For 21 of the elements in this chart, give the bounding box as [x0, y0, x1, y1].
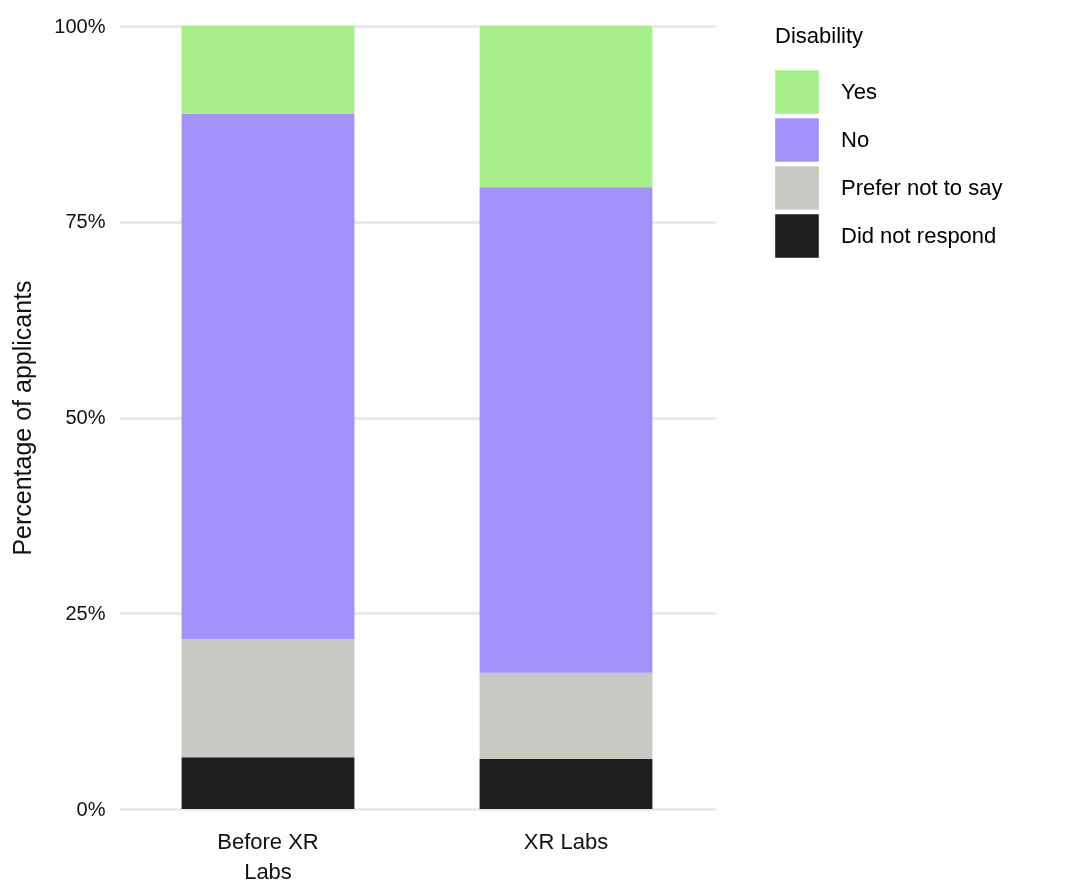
legend-label: Prefer not to say	[841, 175, 1003, 200]
y-tick-label: 75%	[65, 210, 106, 233]
bar	[479, 26, 653, 188]
bar	[181, 26, 355, 114]
bar	[479, 187, 653, 673]
y-tick-label: 50%	[65, 406, 106, 428]
legend-label: Did not respond	[841, 223, 997, 248]
y-tick-label: 25%	[65, 601, 106, 624]
x-tick-label: XR Labs	[523, 828, 609, 854]
bar	[181, 639, 355, 758]
bar	[181, 757, 355, 809]
bar	[181, 113, 355, 640]
bar	[479, 672, 653, 759]
y-tick-label: 0%	[76, 797, 106, 820]
legend-label: Yes	[841, 79, 877, 104]
legend-title: Disability	[775, 23, 864, 48]
y-tick-label: 100%	[54, 14, 106, 37]
legend-label: No	[841, 127, 870, 152]
y-axis-title: Percentage of applicants	[8, 280, 37, 556]
bar	[479, 758, 653, 809]
x-tick-label: Before XR Labs	[217, 828, 319, 884]
